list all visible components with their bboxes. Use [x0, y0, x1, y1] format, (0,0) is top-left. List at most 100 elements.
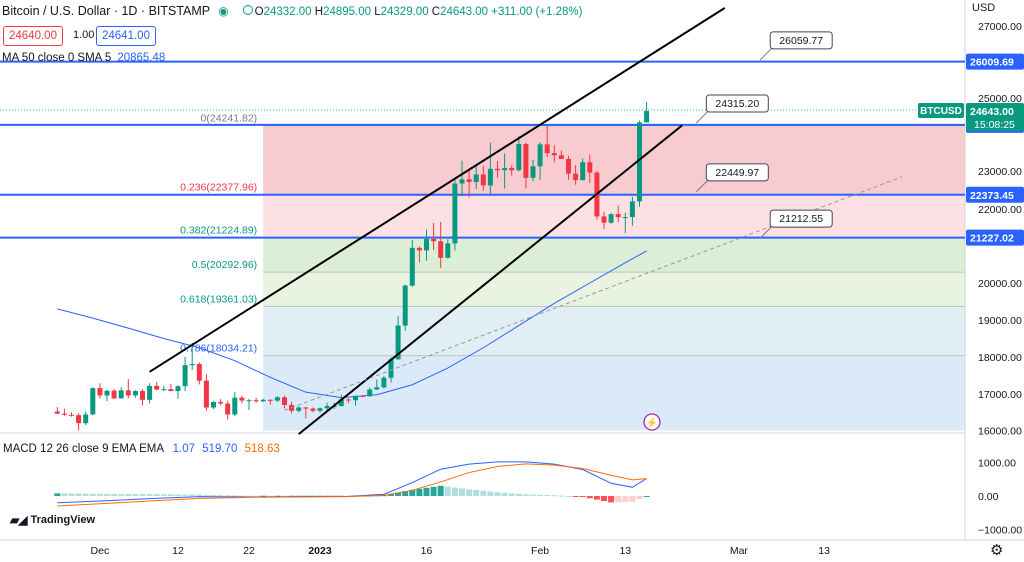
price-tick-label: 19000.00	[978, 315, 1022, 327]
macd-histogram-bar	[68, 493, 75, 496]
candle-body	[118, 390, 124, 399]
macd-histogram-bar	[451, 487, 458, 496]
macd-histogram-bar	[167, 494, 174, 496]
buy-price-button[interactable]: 24641.00	[96, 26, 156, 46]
candle-body	[629, 201, 635, 218]
tradingview-logo[interactable]: ▰◢ TradingView	[6, 510, 95, 530]
candle-body	[487, 168, 493, 186]
callout-box	[769, 209, 833, 228]
candle-body	[267, 399, 273, 401]
candle-body	[125, 390, 131, 396]
candle-body	[516, 143, 522, 171]
macd-histogram-bar	[118, 493, 125, 496]
time-tick-label: 13	[619, 545, 631, 557]
callout-box	[769, 31, 833, 50]
macd-histogram-bar	[430, 486, 437, 496]
candle-body	[637, 122, 642, 202]
spread-value: 1.00	[68, 26, 100, 44]
macd-histogram-bar	[281, 495, 288, 497]
price-tick-label: 23000.00	[978, 166, 1022, 178]
macd-histogram-bar	[437, 485, 444, 496]
time-tick-label: 13	[818, 545, 830, 557]
candlesticks	[54, 101, 650, 431]
candle-body	[175, 386, 181, 392]
sma-legend[interactable]: MA 50 close 0 SMA 5 20865.48	[2, 52, 165, 64]
macd-histogram-bar	[96, 493, 103, 496]
horizontal-level-value: 22373.45	[970, 190, 1014, 202]
fibonacci-retracement[interactable]: 0(24241.82) 0.236(22377.96) 0.382(21224.89…	[180, 113, 965, 431]
candle-body	[147, 385, 153, 400]
close-value: 24643.00	[440, 5, 489, 18]
channel-upper-line	[149, 7, 726, 373]
currency-label[interactable]: USD	[972, 2, 996, 14]
candle-body	[580, 162, 586, 181]
macd-histogram-bar	[622, 496, 629, 503]
macd-histogram-bar	[565, 496, 572, 497]
candle-body	[601, 216, 607, 223]
macd-histogram-bar	[636, 496, 643, 499]
callout-value: 21212.55	[779, 213, 823, 225]
flash-event-icon	[643, 413, 661, 431]
candle-body	[196, 364, 202, 381]
fib-level-label: 0.382(21224.89)	[180, 225, 257, 237]
time-tick-label: Dec	[91, 545, 110, 557]
candle-body	[374, 387, 380, 390]
candle-body	[61, 413, 67, 415]
candle-body	[132, 391, 138, 396]
eye-icon[interactable]: ◉	[218, 4, 229, 18]
time-tick-label: 2023	[308, 545, 332, 557]
candle-body	[608, 214, 614, 223]
fib-zone	[263, 272, 965, 307]
symbol-title[interactable]: Bitcoin / U.S. Dollar · 1D · BITSTAMP	[2, 4, 211, 18]
macd-histogram-bar	[203, 494, 210, 496]
macd-histogram-bar	[238, 495, 245, 497]
candle-body	[104, 390, 110, 396]
macd-signal-value: 518.63	[244, 443, 280, 455]
macd-histogram-bar	[260, 495, 267, 497]
flash-glyph: ⚡	[646, 416, 658, 429]
candle-body	[587, 162, 593, 173]
candle-body	[438, 241, 444, 258]
callout-box	[705, 163, 769, 182]
macd-legend[interactable]: MACD 12 26 close 9 EMA EMA 1.07 519.70 5…	[3, 443, 280, 455]
macd-histogram-bar	[480, 490, 487, 496]
macd-histogram-bar	[586, 496, 593, 499]
callout-value: 24315.20	[715, 98, 759, 110]
candle-body	[296, 407, 302, 411]
price-callouts[interactable]: 26059.77 24315.20 22449.97 21212.55 ⚡ BTCUSD 2…	[643, 31, 1024, 431]
candle-body	[544, 144, 550, 154]
candle-body	[558, 155, 564, 159]
trend-channel[interactable]	[149, 7, 903, 435]
candle-body	[523, 143, 529, 178]
candle-body	[111, 390, 117, 399]
candle-body	[509, 168, 515, 171]
candle-body	[402, 285, 408, 326]
macd-label: MACD 12 26 close 9 EMA EMA	[3, 443, 164, 455]
candle-body	[303, 407, 309, 409]
macd-histogram-bar	[196, 494, 203, 496]
symbol-tag-text: BTCUSD	[920, 106, 962, 117]
candle-body	[395, 325, 401, 360]
macd-histogram-bar	[416, 488, 423, 496]
ohlc-readout: O24332.00 H24895.00 L24329.00 C24643.00 …	[242, 4, 582, 18]
macd-histogram-bar	[593, 496, 600, 500]
macd-histogram-bar	[579, 496, 586, 497]
macd-histogram-bar	[246, 495, 252, 497]
candle-body	[473, 174, 479, 183]
price-tick-label: 17000.00	[978, 389, 1022, 401]
sell-price-button[interactable]: 24640.00	[3, 26, 63, 46]
macd-histogram-bar	[104, 493, 110, 496]
macd-histogram-bar	[473, 490, 480, 496]
macd-histogram-bar	[182, 494, 189, 496]
axes: 27000.00 25000.00 23000.00 22000.00 20000.00…	[91, 21, 1023, 557]
candle-body	[431, 238, 437, 242]
macd-histogram-bar	[615, 496, 622, 503]
candle-body	[388, 359, 394, 378]
candle-body	[367, 389, 373, 397]
candle-body	[69, 414, 74, 416]
macd-histogram-bar	[89, 493, 96, 496]
macd-histogram-bar	[601, 496, 607, 502]
candle-body	[381, 377, 387, 388]
settings-gear-icon[interactable]: ⚙	[990, 542, 1004, 559]
